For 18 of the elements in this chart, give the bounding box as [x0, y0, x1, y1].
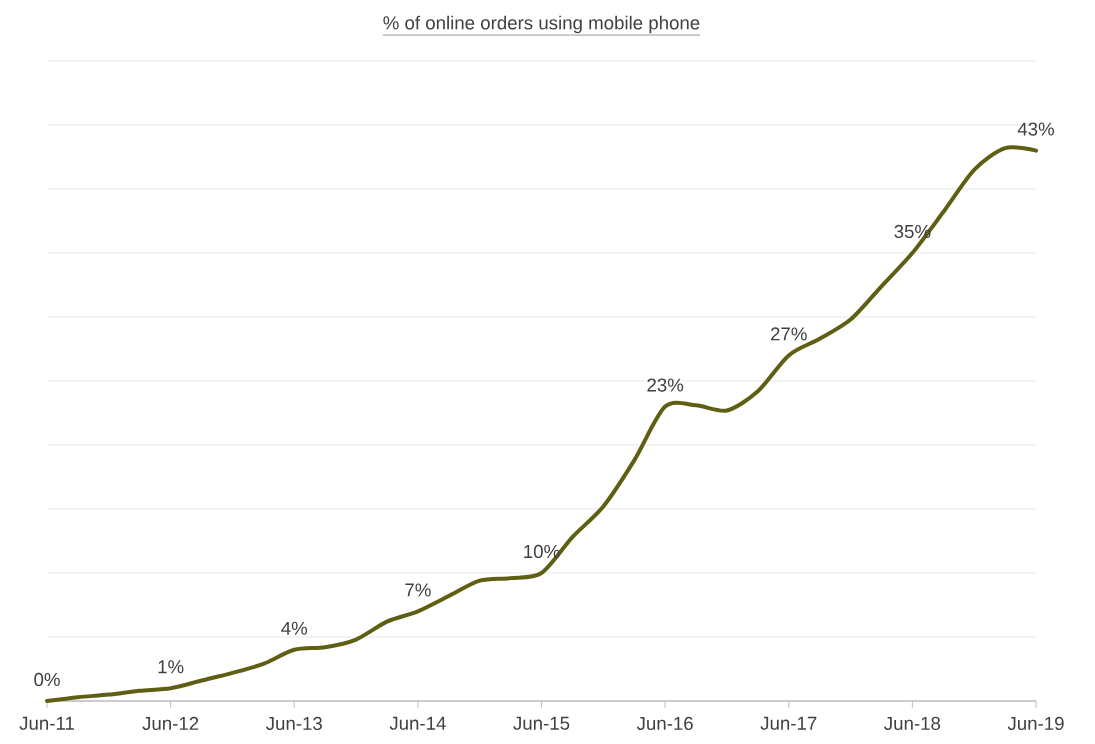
data-label: 43%: [1017, 122, 1055, 136]
data-label: 27%: [771, 327, 807, 341]
data-label: 10%: [524, 544, 560, 559]
x-tick-label: Jun-17: [760, 716, 817, 730]
x-tick-label: Jun-19: [1007, 716, 1064, 731]
x-tick-label: Jun-13: [266, 716, 322, 731]
x-tick-label: Jun-11: [19, 716, 74, 730]
x-tick-label: Jun-16: [636, 716, 693, 731]
data-label: 4%: [281, 621, 308, 635]
data-label: 7%: [405, 583, 431, 597]
chart-title: % of online orders using mobile phone: [383, 15, 700, 34]
x-tick-label: Jun-12: [142, 716, 199, 731]
x-tick-label: Jun-18: [884, 716, 941, 731]
x-tick-label: Jun-14: [389, 716, 446, 730]
data-label: 0%: [34, 672, 60, 687]
x-tick-label: Jun-15: [513, 716, 570, 730]
data-label: 1%: [158, 660, 184, 674]
data-label: 23%: [647, 378, 684, 392]
